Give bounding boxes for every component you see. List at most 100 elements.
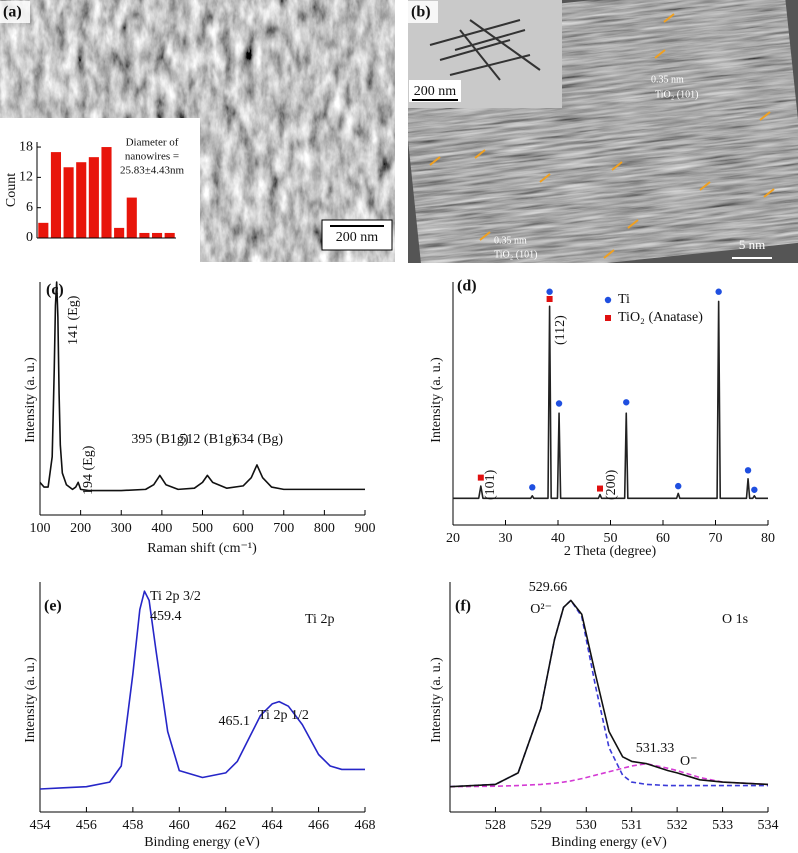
bar — [76, 162, 87, 238]
data-line — [453, 300, 768, 500]
marker — [546, 296, 553, 303]
data-line — [449, 599, 769, 788]
bar — [151, 232, 163, 238]
x-tick-label: 456 — [76, 818, 97, 833]
bar — [50, 152, 62, 238]
y-tick-label: 12 — [19, 170, 33, 185]
x-tick-label: 458 — [122, 818, 143, 833]
annotation: Diameter of — [126, 137, 179, 149]
x-tick-label: 600 — [233, 521, 254, 536]
bar — [114, 227, 125, 238]
annotation: 25.83±4.43nm — [120, 165, 185, 177]
x-tick-label: 530 — [576, 818, 597, 833]
marker — [751, 486, 758, 493]
x-axis-label: Raman shift (cm⁻¹) — [147, 541, 257, 556]
x-tick-label: 40 — [551, 531, 565, 546]
bar — [38, 222, 49, 238]
marker — [623, 399, 630, 406]
panel-label: (a) — [3, 4, 22, 21]
annotation: (200) — [604, 469, 619, 500]
x-tick-label: 468 — [355, 818, 376, 833]
x-tick-label: 534 — [758, 818, 779, 833]
scale-label: 200 nm — [336, 230, 379, 245]
x-tick-label: 200 — [70, 521, 91, 536]
panel-label: (e) — [44, 598, 62, 615]
x-tick-label: 460 — [169, 818, 190, 833]
inset-scale-label: 200 nm — [414, 84, 457, 99]
data-line — [449, 762, 769, 788]
annotation: nanowires = — [125, 151, 179, 163]
marker — [715, 288, 722, 295]
x-tick-label: 800 — [314, 521, 335, 536]
x-tick-label: 454 — [30, 818, 51, 833]
marker — [477, 474, 484, 481]
lattice-spacing: 0.35 nm — [494, 235, 527, 246]
legend-label: Ti — [618, 292, 630, 307]
bar — [139, 232, 150, 238]
nanowires — [429, 19, 541, 81]
data-line — [39, 590, 365, 790]
marker — [675, 482, 682, 490]
y-tick-label: 0 — [26, 230, 33, 245]
x-axis-label: 2 Theta (degree) — [564, 544, 657, 559]
marker — [597, 485, 603, 492]
x-axis-label: Binding energy (eV) — [144, 835, 260, 850]
bar — [63, 167, 74, 238]
lattice-plane: TiO₂ (101) — [494, 249, 537, 260]
x-tick-label: 900 — [355, 521, 376, 536]
x-tick-label: 60 — [656, 531, 670, 546]
bar — [101, 147, 112, 238]
lattice-spacing: 0.35 nm — [651, 74, 684, 85]
inset-scale-box — [409, 80, 461, 102]
x-tick-label: 50 — [604, 531, 618, 546]
y-axis-label: Intensity (a. u.) — [23, 357, 38, 443]
label-bg — [0, 1, 30, 23]
annotation: 395 (B1g) — [131, 432, 189, 447]
panel-label: (d) — [457, 278, 477, 295]
y-axis-label: Count — [4, 173, 19, 207]
marker — [744, 467, 752, 474]
x-tick-label: 300 — [111, 521, 132, 536]
annotation: 141 (Eg) — [66, 295, 81, 345]
y-axis-label: Intensity (a. u.) — [429, 357, 444, 443]
bar — [126, 197, 137, 238]
data-line — [39, 281, 365, 492]
x-axis-label: Binding energy (eV) — [551, 835, 667, 850]
panel-label: (c) — [46, 282, 64, 299]
arrows — [429, 13, 775, 259]
annotation: 465.1 — [219, 714, 251, 729]
x-tick-label: 533 — [712, 818, 733, 833]
x-tick-label: 80 — [761, 531, 775, 546]
x-tick-label: 30 — [499, 531, 513, 546]
legend-marker — [604, 296, 612, 304]
x-tick-label: 100 — [30, 521, 51, 536]
scale-label: 5 nm — [739, 237, 765, 252]
annotation: O⁻ — [680, 754, 698, 769]
panel-label: (b) — [411, 4, 431, 21]
x-tick-label: 464 — [262, 818, 283, 833]
annotation: Ti 2p 3/2 — [150, 589, 201, 604]
annotation: O²⁻ — [530, 602, 552, 617]
legend-label: TiO₂ (Anatase) — [618, 310, 703, 325]
x-tick-label: 466 — [308, 818, 329, 833]
x-tick-label: 531 — [621, 818, 642, 833]
marker — [529, 484, 536, 491]
annotation: 529.66 — [529, 580, 568, 595]
annotation: (101) — [483, 469, 498, 500]
panel-label: (f) — [455, 598, 471, 615]
data-line — [449, 599, 768, 788]
annotation: Ti 2p — [305, 612, 334, 627]
marker — [546, 288, 553, 295]
y-axis-label: Intensity (a. u.) — [23, 657, 38, 743]
annotation: 194 (Eg) — [81, 445, 96, 495]
x-tick-label: 700 — [273, 521, 294, 536]
x-tick-label: 400 — [151, 521, 172, 536]
lattice-plane: TiO₂ (101) — [655, 89, 698, 100]
y-tick-label: 18 — [19, 139, 33, 154]
annotation: 459.4 — [150, 609, 182, 624]
x-tick-label: 528 — [485, 818, 506, 833]
bar — [88, 157, 99, 238]
y-tick-label: 6 — [26, 200, 33, 215]
x-tick-label: 20 — [446, 531, 460, 546]
